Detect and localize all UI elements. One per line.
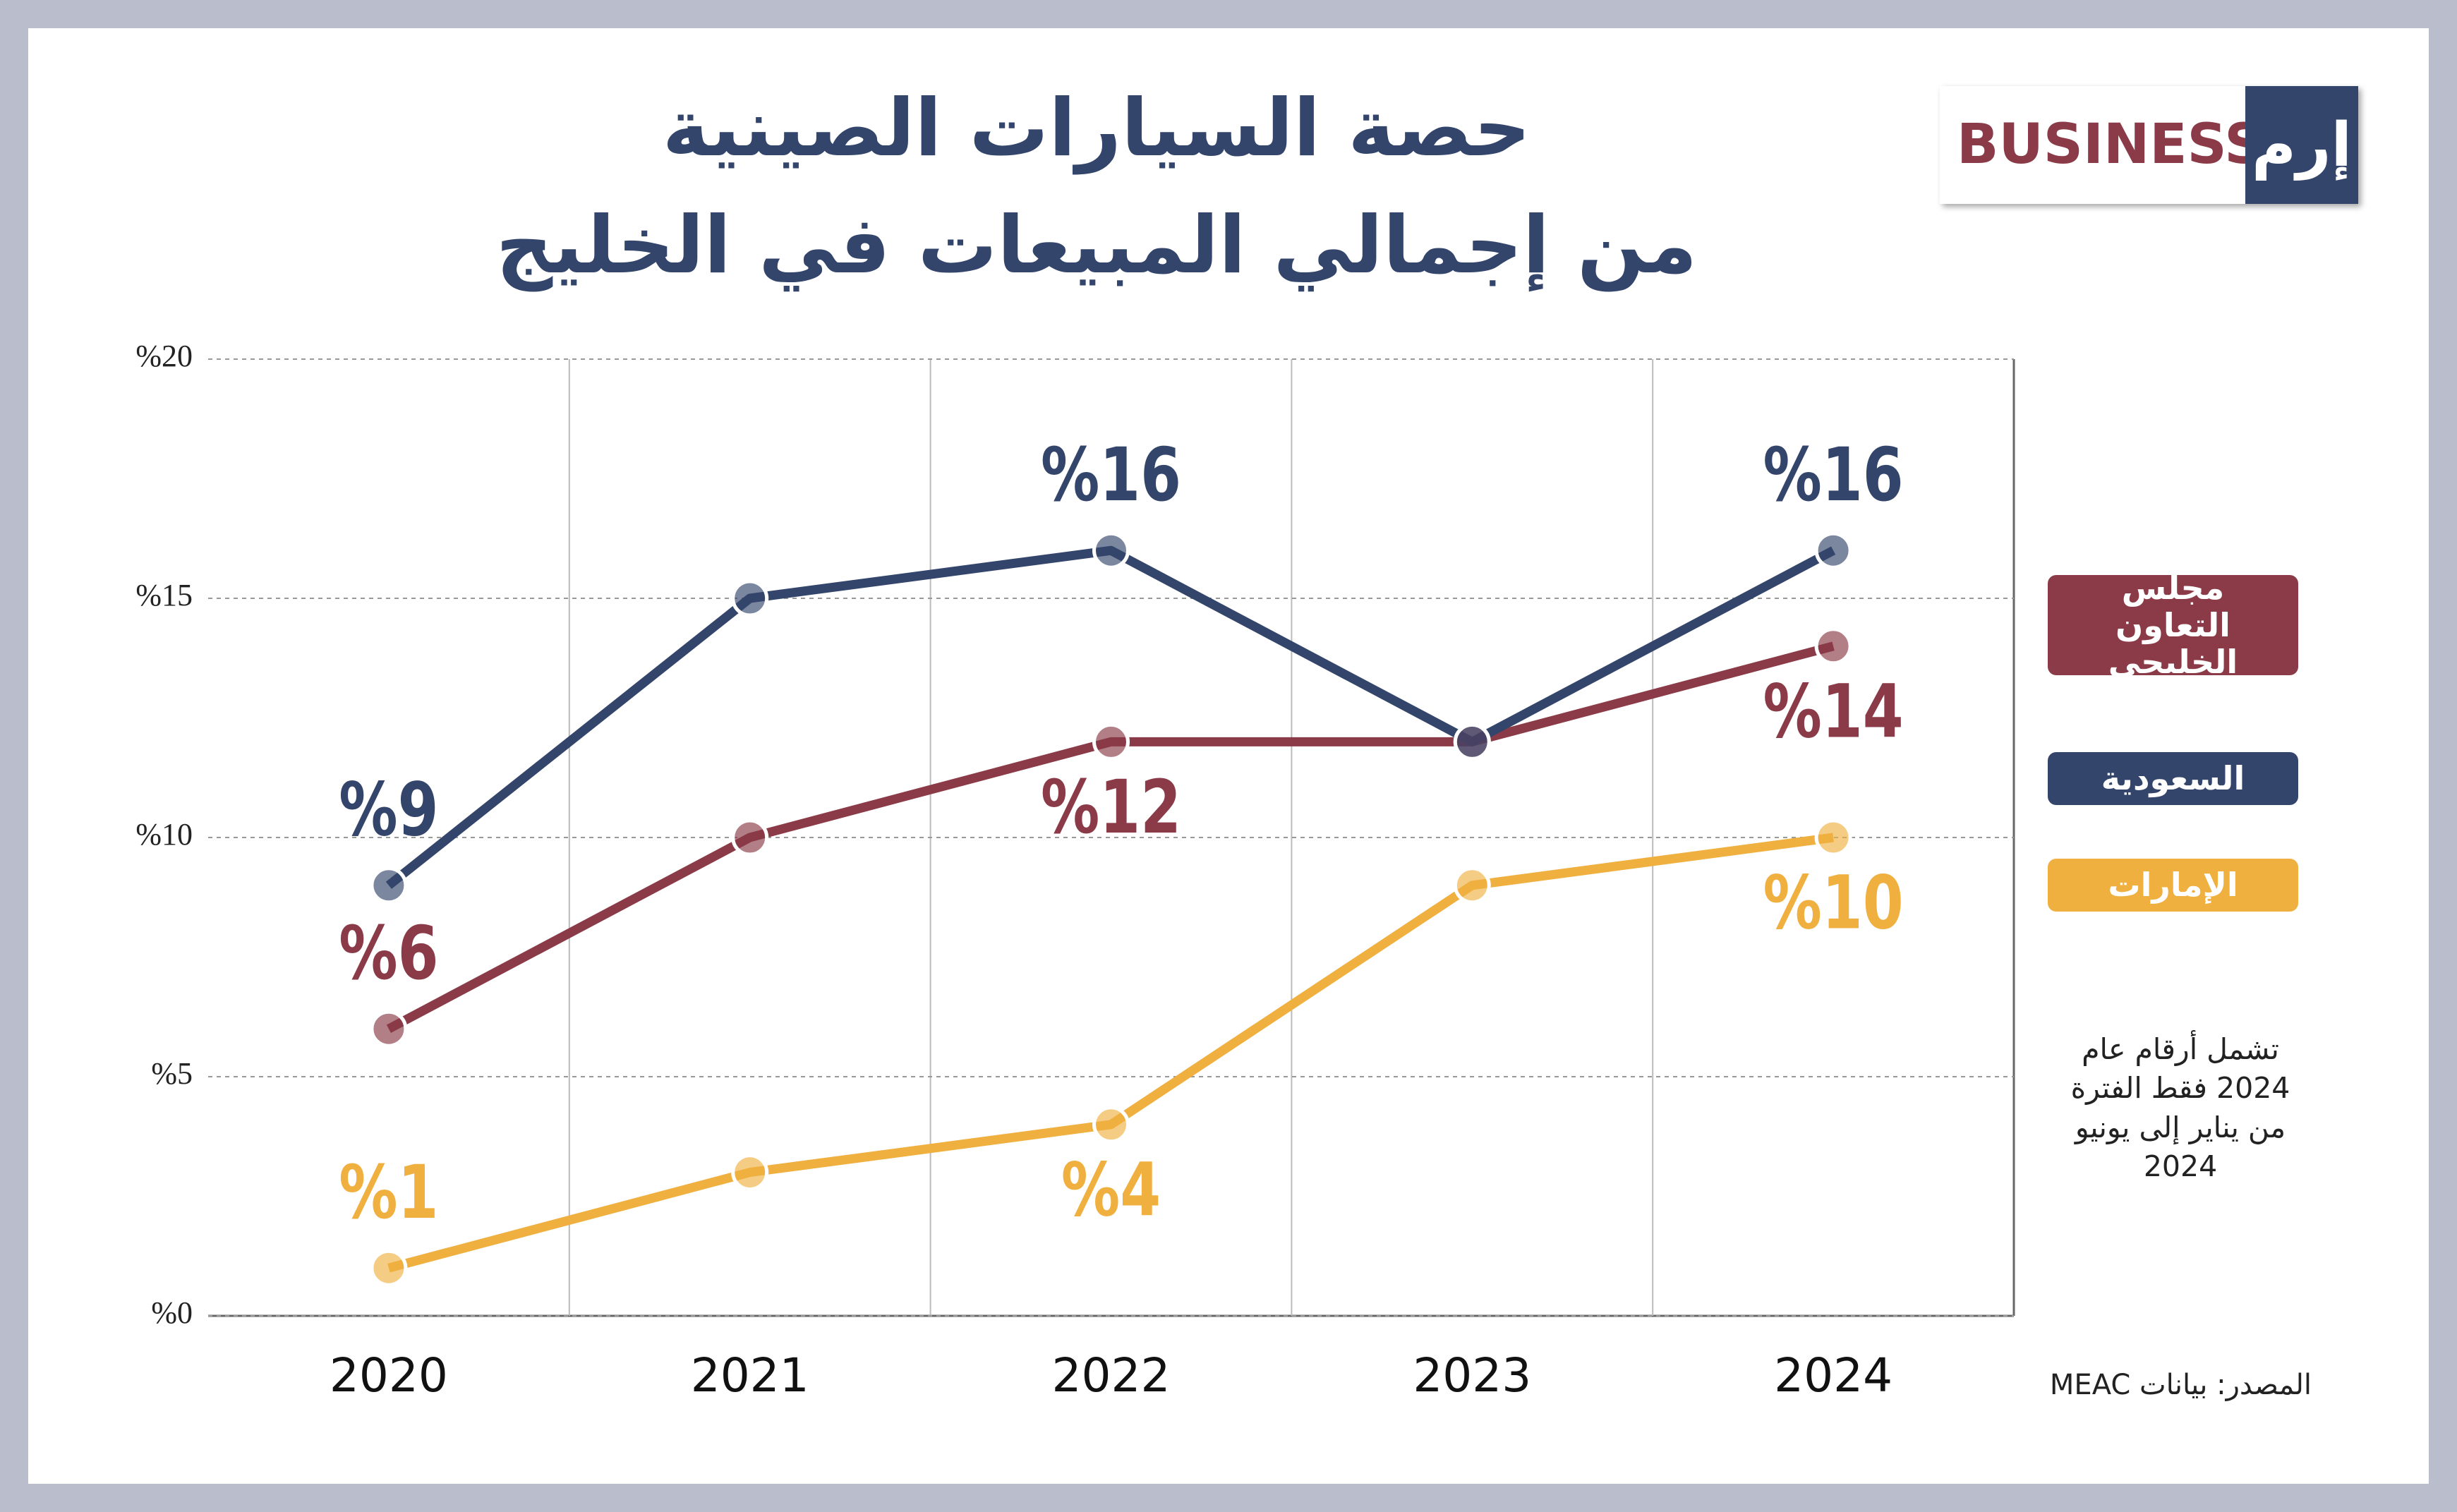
value-label: %6 bbox=[339, 912, 438, 996]
data-point bbox=[1814, 627, 1852, 665]
data-point bbox=[370, 1010, 408, 1048]
chart-title: حصة السيارات الصينية bbox=[663, 83, 1531, 174]
y-tick-label: %15 bbox=[135, 578, 193, 612]
chart-subtitle: من إجمالي المبيعات في الخليج bbox=[496, 200, 1697, 292]
data-point bbox=[370, 1249, 408, 1287]
y-tick-label: %5 bbox=[151, 1056, 193, 1091]
data-point bbox=[731, 1154, 769, 1192]
value-label: %12 bbox=[1041, 766, 1181, 850]
legend-item: الإمارات bbox=[2048, 859, 2298, 912]
data-point bbox=[1092, 1106, 1130, 1144]
data-point bbox=[370, 866, 408, 905]
note: تشمل أرقام عام 2024 فقط الفترة من يناير … bbox=[2070, 1032, 2290, 1184]
data-point bbox=[1453, 722, 1491, 761]
data-point bbox=[1814, 818, 1852, 857]
data-point bbox=[1453, 866, 1491, 905]
data-point bbox=[1092, 722, 1130, 761]
data-point bbox=[731, 818, 769, 857]
data-point bbox=[1814, 531, 1852, 569]
legend-item: مجلس التعاون الخليجي bbox=[2048, 569, 2298, 681]
data-point bbox=[1092, 531, 1130, 569]
value-label: %14 bbox=[1763, 670, 1904, 754]
logo-brand: إرم bbox=[2245, 86, 2358, 204]
x-tick-label: 2020 bbox=[330, 1348, 448, 1403]
x-tick-label: 2022 bbox=[1052, 1348, 1171, 1403]
panel bbox=[28, 28, 2429, 1484]
y-tick-label: %10 bbox=[135, 817, 193, 852]
y-tick-label: %0 bbox=[151, 1295, 193, 1330]
logo: BUSINESS إرم bbox=[1940, 86, 2358, 204]
x-tick-label: 2024 bbox=[1774, 1348, 1892, 1403]
value-label: %10 bbox=[1763, 861, 1904, 946]
data-point bbox=[731, 579, 769, 617]
legend-item: السعودية bbox=[2048, 752, 2298, 805]
value-label: %1 bbox=[339, 1151, 438, 1235]
x-tick-label: 2023 bbox=[1413, 1348, 1531, 1403]
x-tick-label: 2021 bbox=[691, 1348, 809, 1403]
value-label: %4 bbox=[1061, 1148, 1161, 1233]
value-label: %16 bbox=[1041, 433, 1181, 518]
y-tick-label: %20 bbox=[135, 339, 193, 373]
value-label: %16 bbox=[1763, 433, 1904, 518]
source: المصدر: بيانات MEAC bbox=[2049, 1369, 2312, 1401]
value-label: %9 bbox=[339, 768, 438, 852]
logo-text: BUSINESS bbox=[1957, 113, 2264, 176]
